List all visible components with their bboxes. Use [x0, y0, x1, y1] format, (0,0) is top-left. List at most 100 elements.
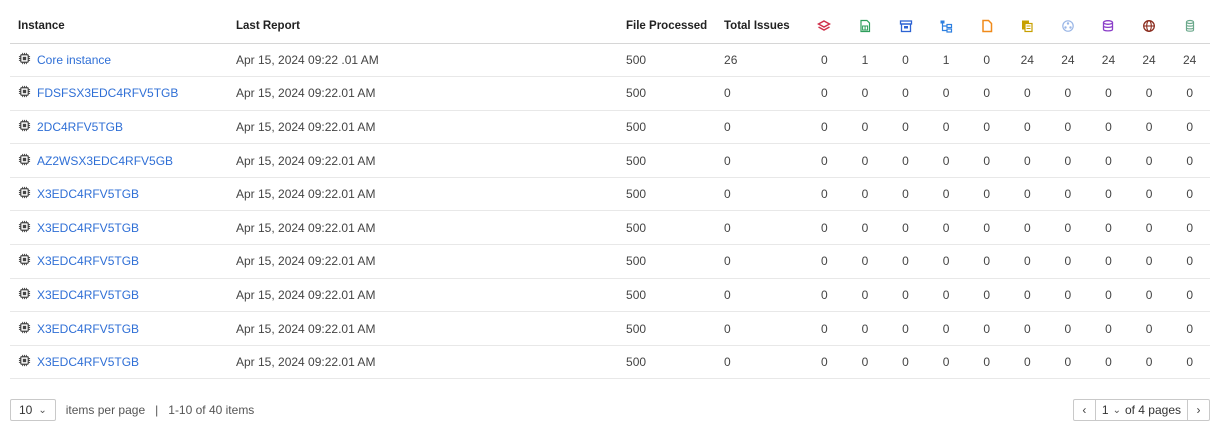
column-header-file-processed[interactable]: File Processed	[626, 10, 725, 44]
last-report-cell: Apr 15, 2024 09:22.01 AM	[236, 278, 627, 313]
table-row[interactable]: X3EDC4RFV5TGB Apr 15, 2024 09:22.01 AM 500…	[10, 177, 1210, 212]
instance-link[interactable]: X3EDC4RFV5TGB	[37, 321, 140, 336]
issue-count-copy-files: 0	[1006, 177, 1048, 212]
file-processed-cell: 500	[626, 43, 725, 78]
table-row[interactable]: X3EDC4RFV5TGB Apr 15, 2024 09:22.01 AM 500…	[10, 345, 1210, 380]
instance-cell: FDSFSX3EDC4RFV5TGB	[10, 76, 236, 111]
table-row[interactable]: Core instance Apr 15, 2024 09:22 .01 AM 50…	[10, 43, 1210, 78]
column-header-hierarchy-icon[interactable]	[925, 10, 967, 44]
column-header-document-icon[interactable]	[966, 10, 1007, 44]
table-row[interactable]: AZ2WSX3EDC4RFV5GB Apr 15, 2024 09:22.01 A…	[10, 143, 1210, 178]
instance-link[interactable]: X3EDC4RFV5TGB	[37, 220, 140, 235]
column-header-stack-icon[interactable]	[1169, 10, 1210, 44]
cpu-chip-icon	[18, 354, 31, 370]
issue-count-layers: 0	[804, 244, 845, 279]
column-header-last-report[interactable]: Last Report	[236, 10, 627, 44]
column-header-spreadsheet-file-icon[interactable]	[844, 10, 886, 44]
issue-count-document: 0	[966, 76, 1007, 111]
cpu-chip-icon	[18, 253, 31, 269]
issue-count-network: 0	[1047, 311, 1089, 346]
instance-link[interactable]: X3EDC4RFV5TGB	[37, 355, 140, 370]
column-header-total-issues[interactable]: Total Issues	[724, 10, 805, 44]
total-issues-cell: 0	[724, 76, 805, 111]
issue-count-globe: 0	[1128, 210, 1170, 246]
issue-count-document: 0	[966, 177, 1007, 212]
issue-count-archive-box: 0	[885, 311, 926, 346]
issue-count-copy-files: 0	[1006, 311, 1048, 346]
issue-count-hierarchy: 0	[925, 177, 967, 212]
issue-count-copy-files: 0	[1006, 210, 1048, 246]
last-report-cell: Apr 15, 2024 09:22 .01 AM	[236, 43, 627, 78]
column-header-layers-icon[interactable]	[804, 10, 845, 44]
table-row[interactable]: X3EDC4RFV5TGB Apr 15, 2024 09:22.01 AM 500…	[10, 244, 1210, 279]
instance-cell: X3EDC4RFV5TGB	[10, 177, 236, 212]
issue-count-archive-box: 0	[885, 244, 926, 279]
instance-link[interactable]: X3EDC4RFV5TGB	[37, 254, 140, 269]
issue-count-document: 0	[966, 43, 1007, 78]
column-header-database-icon[interactable]	[1088, 10, 1129, 44]
issue-count-database: 0	[1088, 311, 1129, 346]
issue-count-stack: 0	[1169, 76, 1210, 111]
column-header-archive-box-icon[interactable]	[885, 10, 926, 44]
issue-count-network: 0	[1047, 345, 1089, 380]
table-row[interactable]: X3EDC4RFV5TGB Apr 15, 2024 09:22.01 AM 500…	[10, 278, 1210, 313]
issue-count-layers: 0	[804, 177, 845, 212]
issue-count-document: 0	[966, 278, 1007, 313]
last-report-cell: Apr 15, 2024 09:22.01 AM	[236, 177, 627, 212]
issue-count-archive-box: 0	[885, 143, 926, 178]
instance-link[interactable]: AZ2WSX3EDC4RFV5GB	[37, 153, 174, 168]
total-issues-cell: 0	[724, 143, 805, 178]
issue-count-copy-files: 0	[1006, 143, 1048, 178]
issue-count-layers: 0	[804, 311, 845, 346]
instance-link[interactable]: Core instance	[37, 52, 112, 67]
last-report-cell: Apr 15, 2024 09:22.01 AM	[236, 345, 627, 380]
last-report-cell: Apr 15, 2024 09:22.01 AM	[236, 210, 627, 246]
table-row[interactable]: FDSFSX3EDC4RFV5TGB Apr 15, 2024 09:22.01 …	[10, 76, 1210, 111]
issue-count-globe: 0	[1128, 76, 1170, 111]
column-header-copy-files-icon[interactable]	[1006, 10, 1048, 44]
table-row[interactable]: X3EDC4RFV5TGB Apr 15, 2024 09:22.01 AM 500…	[10, 311, 1210, 346]
column-header-instance[interactable]: Instance	[10, 10, 236, 44]
layers-icon	[817, 20, 832, 32]
instance-link[interactable]: FDSFSX3EDC4RFV5TGB	[37, 86, 179, 101]
issue-count-network: 0	[1047, 210, 1089, 246]
page-size-select[interactable]: 10 ⌄	[10, 399, 56, 421]
issue-count-globe: 0	[1128, 278, 1170, 313]
instance-link[interactable]: 2DC4RFV5TGB	[37, 119, 124, 134]
document-icon	[980, 20, 994, 33]
issue-count-database: 24	[1088, 43, 1129, 78]
cpu-chip-icon	[18, 153, 31, 169]
column-header-network-icon[interactable]	[1047, 10, 1089, 44]
issue-count-document: 0	[966, 244, 1007, 279]
instance-cell: X3EDC4RFV5TGB	[10, 210, 236, 246]
previous-page-button[interactable]: ‹	[1074, 399, 1096, 421]
issue-count-document: 0	[966, 311, 1007, 346]
total-issues-cell: 0	[724, 110, 805, 145]
issue-count-document: 0	[966, 110, 1007, 145]
issue-count-spreadsheet-file: 0	[844, 244, 886, 279]
chevron-down-icon: ⌄	[38, 404, 47, 416]
column-header-globe-icon[interactable]	[1128, 10, 1170, 44]
cpu-chip-icon	[18, 287, 31, 303]
file-processed-cell: 500	[626, 345, 725, 380]
issue-count-document: 0	[966, 210, 1007, 246]
issue-count-copy-files: 0	[1006, 244, 1048, 279]
file-processed-cell: 500	[626, 143, 725, 178]
instance-cell: AZ2WSX3EDC4RFV5GB	[10, 143, 236, 178]
issue-count-database: 0	[1088, 143, 1129, 178]
issue-count-network: 0	[1047, 76, 1089, 111]
instance-link[interactable]: X3EDC4RFV5TGB	[37, 287, 140, 302]
issue-count-hierarchy: 0	[925, 345, 967, 380]
issue-count-copy-files: 0	[1006, 278, 1048, 313]
issue-count-network: 0	[1047, 244, 1089, 279]
issue-count-layers: 0	[804, 278, 845, 313]
file-processed-cell: 500	[626, 244, 725, 279]
table-row[interactable]: 2DC4RFV5TGB Apr 15, 2024 09:22.01 AM 500 0 0…	[10, 110, 1210, 145]
page-select[interactable]: 1 ⌄ of 4 pages	[1096, 403, 1187, 417]
file-processed-cell: 500	[626, 278, 725, 313]
instance-link[interactable]: X3EDC4RFV5TGB	[37, 187, 140, 202]
table-row[interactable]: X3EDC4RFV5TGB Apr 15, 2024 09:22.01 AM 500…	[10, 210, 1210, 246]
next-page-button[interactable]: ›	[1187, 399, 1209, 421]
issue-count-network: 0	[1047, 177, 1089, 212]
hierarchy-icon	[939, 20, 953, 33]
